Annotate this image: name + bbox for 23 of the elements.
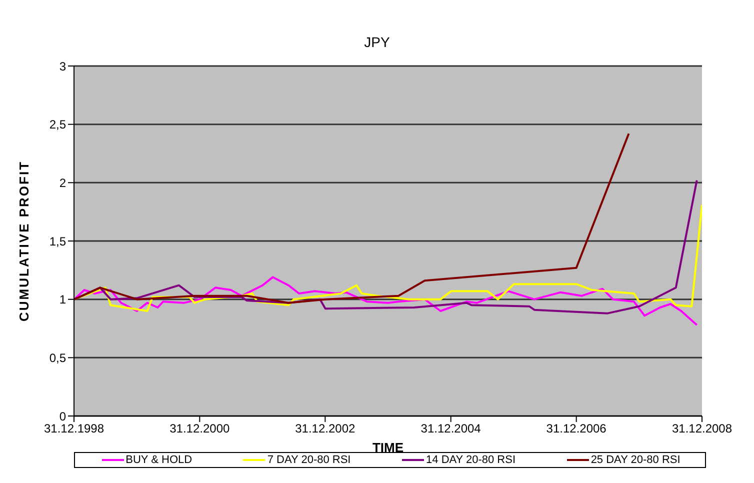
line-series <box>74 276 698 326</box>
legend-label: 14 DAY 20-80 RSI <box>426 454 516 466</box>
x-axis-title: TIME <box>372 440 404 455</box>
y-tick-label: 0 <box>59 409 66 424</box>
y-tick-label: 2,5 <box>49 118 66 132</box>
line-series <box>74 132 630 304</box>
legend-label: BUY & HOLD <box>126 454 192 466</box>
x-tick-label: 31.12.2006 <box>546 422 607 436</box>
x-tick-label: 31.12.2000 <box>170 422 230 436</box>
y-tick-label: 0,5 <box>49 350 66 365</box>
y-axis-title: CUMULATIVE PROFIT <box>16 160 32 322</box>
legend-label: 7 DAY 20-80 RSI <box>267 454 351 466</box>
y-tick-label: 2 <box>59 176 66 190</box>
line-series <box>74 204 702 312</box>
x-tick-label: 31.12.2008 <box>672 422 732 436</box>
x-tick-label: 31.12.1998 <box>44 422 104 436</box>
y-tick-label: 1,5 <box>49 234 66 248</box>
chart-title: JPY <box>363 33 391 52</box>
y-tick-label: 3 <box>59 59 66 74</box>
x-tick-label: 31.12.2004 <box>420 422 482 436</box>
legend-label: 25 DAY 20-80 RSI <box>590 454 680 466</box>
y-tick-label: 1 <box>59 292 66 307</box>
x-tick-label: 31.12.2002 <box>295 422 356 436</box>
